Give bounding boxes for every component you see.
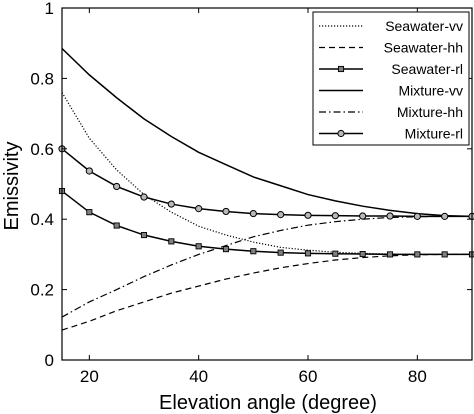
axes-frame xyxy=(61,7,473,361)
axes-layer: 20 40 60 80 0 0.2 0.4 0.6 0.8 1 xyxy=(30,0,473,386)
data-point xyxy=(332,250,339,257)
series-seawater-hh xyxy=(61,253,472,331)
data-point xyxy=(277,249,284,256)
y-tick-label: 0.4 xyxy=(30,210,54,229)
data-point xyxy=(195,205,203,213)
data-point xyxy=(441,212,449,220)
series-line xyxy=(61,47,473,218)
data-point xyxy=(386,251,394,258)
legend-marker xyxy=(337,129,345,138)
legend-label: Mixture-rl xyxy=(405,126,463,142)
x-axis-title: Elevation angle (degree) xyxy=(159,392,377,414)
series-mixture-rl xyxy=(58,145,474,220)
data-point xyxy=(331,212,339,220)
series-mixture-vv xyxy=(61,47,473,218)
legend-label: Seawater-vv xyxy=(385,18,463,34)
legend-entry: Seawater-vv xyxy=(319,18,463,34)
data-point xyxy=(414,251,421,258)
legend-box xyxy=(312,11,470,146)
y-tick-label: 0.8 xyxy=(30,69,54,88)
x-tick-label: 60 xyxy=(299,367,318,386)
data-point xyxy=(359,212,367,220)
data-point xyxy=(140,231,148,239)
series-line xyxy=(61,253,472,331)
series-line xyxy=(61,148,472,218)
data-point xyxy=(441,251,448,258)
data-point xyxy=(113,222,120,229)
data-point xyxy=(222,207,230,216)
legend-label: Seawater-rl xyxy=(391,61,463,77)
series-line xyxy=(61,215,472,318)
data-point xyxy=(413,212,421,220)
series-mixture-hh xyxy=(61,215,472,318)
legend-entry: Seawater-hh xyxy=(319,40,463,56)
data-point xyxy=(277,211,285,219)
data-point xyxy=(222,246,230,253)
x-tick-label: 20 xyxy=(80,367,99,386)
legend-label: Mixture-vv xyxy=(398,83,463,99)
y-tick-label: 0.2 xyxy=(30,281,54,300)
y-tick-label: 0.6 xyxy=(30,140,54,159)
y-tick-label: 0 xyxy=(45,351,54,370)
legend-label: Mixture-hh xyxy=(397,104,463,120)
legend-entry: Mixture-vv xyxy=(319,83,463,99)
data-point xyxy=(250,248,257,255)
x-tick-label: 80 xyxy=(408,367,427,386)
legend: Seawater-vv Seawater-hh Seawater-rl Mixture… xyxy=(312,11,470,146)
series-line xyxy=(61,190,472,256)
legend-entry: Seawater-rl xyxy=(319,61,463,77)
y-tick-label: 1 xyxy=(45,0,54,18)
y-axis-title: Emissivity xyxy=(1,142,23,231)
legend-entry: Mixture-rl xyxy=(319,126,463,142)
data-point xyxy=(304,250,312,257)
legend-marker xyxy=(337,65,345,73)
data-point xyxy=(85,167,93,175)
data-point xyxy=(386,212,394,220)
data-point xyxy=(86,209,93,216)
legend-entry: Mixture-hh xyxy=(319,104,463,120)
x-tick-label: 40 xyxy=(189,367,208,386)
data-point xyxy=(195,243,202,250)
data-point xyxy=(249,209,257,218)
data-point xyxy=(359,250,366,258)
data-point xyxy=(304,211,312,219)
data-point xyxy=(167,200,175,208)
data-point xyxy=(113,182,121,191)
data-point xyxy=(168,238,175,245)
legend-label: Seawater-hh xyxy=(384,40,463,56)
data-point xyxy=(140,193,148,201)
